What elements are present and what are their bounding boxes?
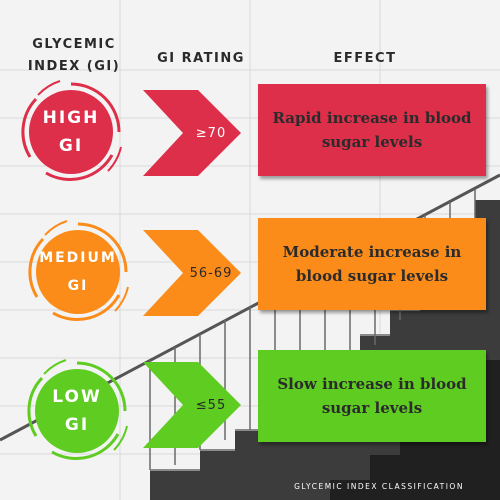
footer-caption: GLYCEMIC INDEX CLASSIFICATION bbox=[294, 482, 464, 491]
low-gi-label-line2: GI bbox=[64, 415, 90, 435]
header-glycemic-line1: GLYCEMIC bbox=[32, 37, 116, 52]
high-gi-circle: HIGH GI bbox=[16, 77, 126, 187]
low-gi-rating: ≤55 bbox=[195, 397, 227, 413]
high-gi-effect-text: Rapid increase in blood sugar levels bbox=[272, 109, 472, 151]
header-glycemic-index: GLYCEMIC INDEX (GI) bbox=[14, 34, 134, 78]
header-effect: EFFECT bbox=[333, 51, 397, 66]
high-gi-label-line1: HIGH bbox=[42, 108, 100, 128]
low-gi-label-line1: LOW bbox=[52, 387, 102, 407]
high-gi-effect-box: Rapid increase in blood sugar levels bbox=[258, 84, 486, 176]
high-gi-rating: ≥70 bbox=[195, 125, 227, 141]
medium-gi-circle: MEDIUM GI bbox=[23, 217, 133, 327]
high-gi-label-line2: GI bbox=[58, 136, 84, 156]
header-glycemic-line2: INDEX (GI) bbox=[27, 59, 121, 74]
header-gi-rating: GI RATING bbox=[157, 51, 245, 66]
medium-gi-effect-box: Moderate increase in blood sugar levels bbox=[258, 218, 486, 310]
low-gi-circle: LOW GI bbox=[22, 356, 132, 466]
high-gi-rating-arrow: ≥70 bbox=[143, 90, 243, 176]
low-gi-effect-box: Slow increase in blood sugar levels bbox=[258, 350, 486, 442]
medium-gi-label-line1: MEDIUM bbox=[39, 250, 117, 266]
medium-gi-effect-text: Moderate increase in blood sugar levels bbox=[282, 243, 462, 285]
medium-gi-rating: 56-69 bbox=[189, 265, 233, 281]
low-gi-rating-arrow: ≤55 bbox=[143, 362, 243, 448]
low-gi-effect-text: Slow increase in blood sugar levels bbox=[277, 375, 467, 417]
medium-gi-label-line2: GI bbox=[67, 278, 89, 294]
medium-gi-rating-arrow: 56-69 bbox=[143, 230, 243, 316]
